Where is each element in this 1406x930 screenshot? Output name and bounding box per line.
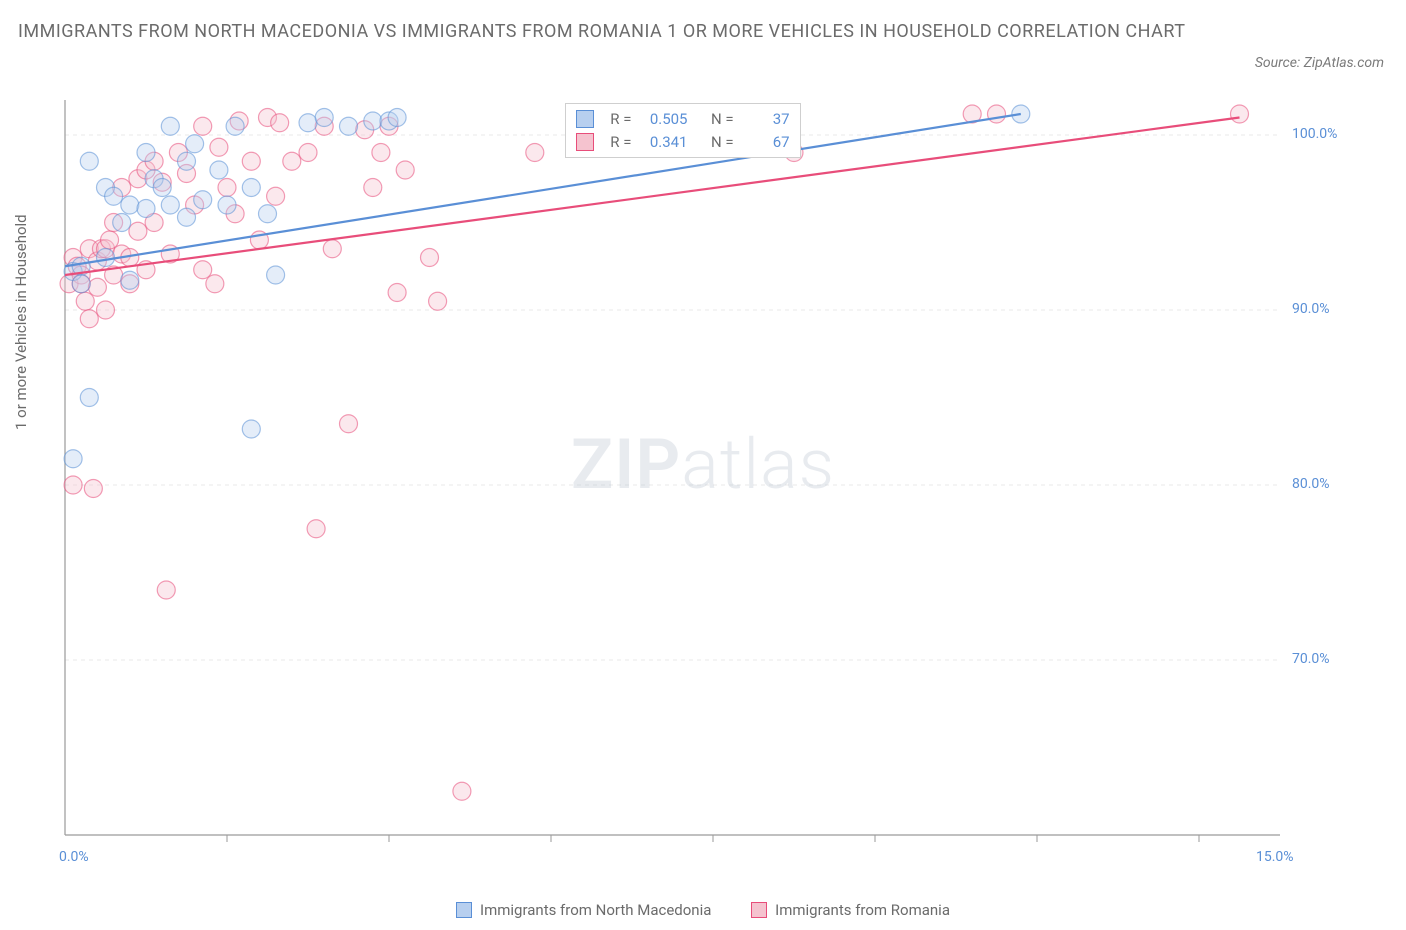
chart-svg [55,95,1345,865]
x-tick-label: 0.0% [59,849,89,865]
legend-swatch-icon [456,902,472,918]
y-axis-label: 1 or more Vehicles in Household [12,214,30,430]
stat-swatch-icon [576,133,594,151]
chart-title: IMMIGRANTS FROM NORTH MACEDONIA VS IMMIG… [18,18,1206,45]
y-tick-label: 100.0% [1292,126,1337,142]
legend-label: Immigrants from North Macedonia [480,901,711,919]
source-credit: Source: ZipAtlas.com [1255,55,1384,71]
stat-swatch-icon [576,110,594,128]
stat-r-value: 0.341 [640,131,688,154]
legend: Immigrants from North Macedonia Immigran… [0,901,1406,922]
stat-row: R = 0.505 N = 37 [576,108,789,131]
scatter-plot [55,95,1345,865]
stat-n-value: 67 [742,131,790,154]
legend-swatch-icon [751,902,767,918]
stat-r-label: R = [610,131,631,154]
legend-item-series-0: Immigrants from North Macedonia [456,901,711,919]
y-tick-label: 70.0% [1292,651,1330,667]
y-tick-label: 90.0% [1292,301,1330,317]
stat-r-value: 0.505 [640,108,688,131]
stat-n-value: 37 [742,108,790,131]
correlation-stat-box: R = 0.505 N = 37 R = 0.341 N = 67 [565,103,800,158]
stat-r-label: R = [610,108,631,131]
legend-label: Immigrants from Romania [775,901,950,919]
legend-item-series-1: Immigrants from Romania [751,901,950,919]
x-tick-label: 15.0% [1256,849,1294,865]
y-tick-label: 80.0% [1292,476,1330,492]
stat-n-label: N = [711,131,734,154]
stat-row: R = 0.341 N = 67 [576,131,789,154]
stat-n-label: N = [711,108,734,131]
